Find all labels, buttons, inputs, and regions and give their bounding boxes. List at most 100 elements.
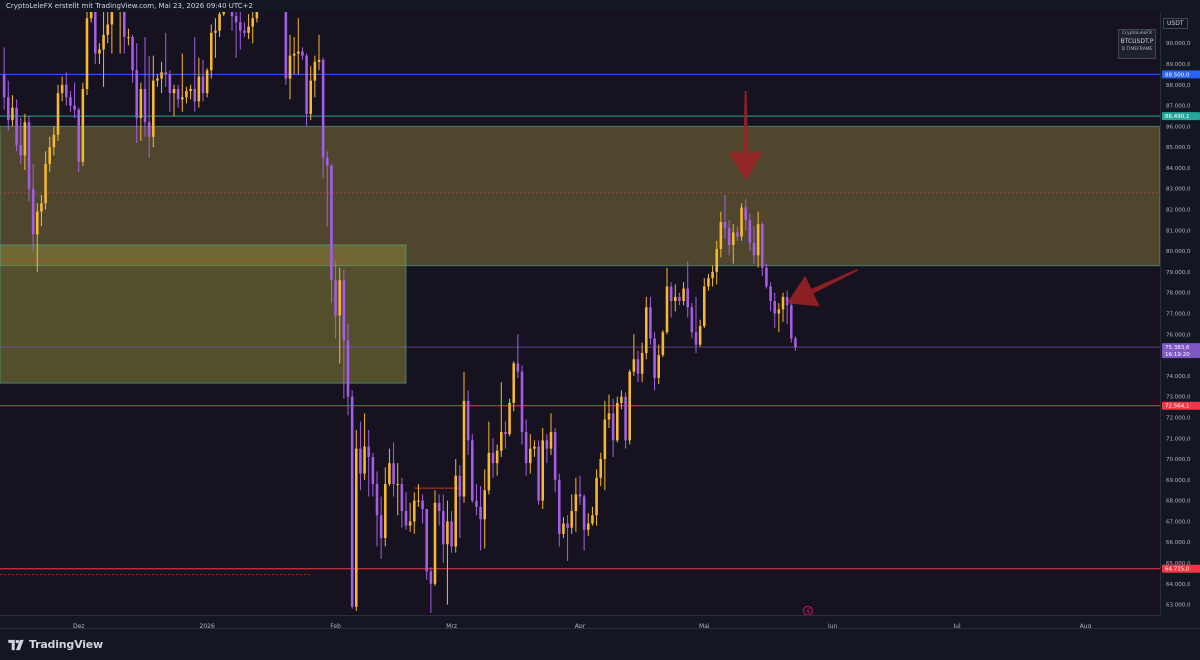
price-label-4: 64.725,0 [1162,564,1200,573]
candle-body-41 [172,88,176,94]
x-tick-label-7: Jul [952,623,961,630]
candle-body-56 [234,16,238,23]
candle-body-25 [106,24,109,35]
candle-body-173 [719,222,723,250]
y-tick-label-3: 66.000,0 [1166,540,1191,546]
price-label-2: 75.383,616:19:20 [1162,343,1200,359]
candle-body-98 [408,521,412,526]
candle-body-120 [500,432,503,451]
chart-svg[interactable] [0,12,1160,615]
chart-plot-area[interactable]: CryptoLeleFX BTCUSDT.P D TIMEFRAME [0,12,1160,615]
price-label-bg [1162,343,1200,359]
candle-body-143 [595,477,598,516]
candle-body-70 [292,53,296,56]
candle-body-140 [582,496,586,530]
candle-body-164 [682,288,685,302]
candle-body-100 [417,500,420,502]
candle-body-174 [723,222,727,229]
candle-body-5 [23,122,27,156]
candle-body-92 [384,484,387,539]
candle-body-177 [736,232,739,237]
candle-body-166 [690,307,694,333]
price-label-value: 86.490,1 [1165,114,1190,120]
y-tick-label-20: 84.000,0 [1166,166,1191,172]
y-tick-label-5: 68.000,0 [1166,499,1191,505]
price-label-bg [1162,112,1200,121]
y-tick-label-24: 88.000,0 [1166,83,1191,89]
x-tick-label-4: Apr [575,623,586,630]
candle-body-118 [491,452,495,464]
candle-body-39 [164,72,167,75]
price-label-value: 75.383,6 [1165,345,1190,351]
candle-body-55 [230,12,234,17]
candle-body-115 [479,506,482,520]
y-tick-label-17: 81.000,0 [1166,228,1191,234]
candle-body-127 [529,448,532,464]
tradingview-logo[interactable]: TradingView [8,638,103,651]
candle-body-34 [143,88,147,123]
candle-body-48 [201,76,205,94]
candle-body-24 [102,34,105,50]
candle-body-144 [599,459,602,478]
y-tick-label-12: 76.000,0 [1166,332,1191,338]
candle-body-155 [645,307,648,354]
candle-body-43 [181,97,184,100]
candle-body-14 [60,84,64,94]
candle-body-38 [160,72,163,79]
price-label-3: 72.564,1 [1162,401,1200,410]
candle-body-104 [433,502,437,584]
candle-body-60 [251,18,254,27]
candle-body-149 [620,396,623,403]
candle-body-85 [355,448,358,607]
candle-body-162 [674,296,677,302]
event-marker-bolt-icon [806,608,810,614]
time-axis[interactable]: Dez 2026 Feb Mrz Apr Mai Jun Jul Aug [0,615,1160,630]
candle-body-7 [31,188,35,235]
candle-body-46 [193,88,196,102]
candle-body-13 [56,93,60,135]
candle-body-123 [512,363,515,403]
y-tick-label-0: 63.000,0 [1166,603,1191,609]
candle-body-76 [317,59,321,62]
candle-body-89 [371,456,375,485]
currency-label[interactable]: USDT [1163,18,1188,29]
candle-body-52 [218,14,221,31]
candle-body-23 [98,49,101,54]
candle-body-117 [487,452,491,491]
x-tick-label-6: Jun [827,623,838,630]
candle-body-78 [326,157,329,166]
candle-body-183 [761,224,764,268]
candle-body-94 [392,463,395,485]
candle-body-107 [446,521,449,545]
candle-body-181 [752,242,756,256]
candle-body-44 [185,91,188,98]
candle-body-139 [578,494,582,497]
y-tick-label-26: 90.000,0 [1166,41,1191,47]
candle-body-19 [81,88,85,162]
candle-body-58 [243,30,246,33]
candle-body-178 [740,207,743,237]
candle-body-189 [785,296,789,306]
candle-body-10 [44,163,47,204]
candle-body-165 [686,288,689,308]
candle-body-146 [607,413,611,420]
candle-body-96 [400,484,404,512]
candle-body-170 [707,278,710,287]
candle-body-17 [73,105,76,110]
candle-body-73 [305,55,308,114]
candle-body-45 [189,88,192,92]
candle-body-75 [313,61,317,81]
candle-body-53 [222,12,225,15]
candle-body-69 [288,55,292,79]
price-axis[interactable]: 63.000,0 64.000,0 65.000,0 66.000,0 67.000,0… [1160,12,1200,615]
candle-body-190 [790,305,793,339]
event-marker-circle [802,605,813,615]
candle-body-152 [632,359,636,372]
candle-body-153 [636,359,640,374]
candle-body-175 [727,228,731,245]
candle-body-6 [27,122,31,189]
candle-body-122 [508,402,511,435]
candle-body-32 [135,70,138,119]
candle-body-119 [495,450,499,464]
candle-body-88 [367,446,370,457]
